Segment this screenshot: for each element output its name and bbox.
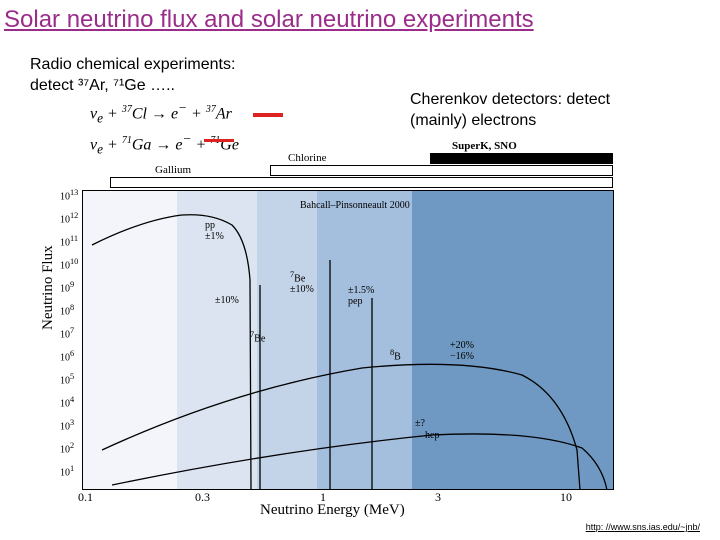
range-bar-gallium (110, 177, 613, 188)
label-hep-err: ±? (415, 418, 425, 429)
label-hep: hep (425, 430, 439, 441)
subtitle-left-line1: Radio chemical experiments: (30, 55, 235, 76)
xtick-4: 10 (560, 490, 572, 505)
label-pp: pp±1% (205, 220, 224, 242)
ytick-10: 1010 (60, 257, 78, 271)
flux-curves (82, 190, 614, 490)
label-chlorine: Chlorine (288, 152, 327, 164)
range-bar-chlorine (270, 165, 613, 176)
y-axis-label: Neutrino Flux (40, 245, 57, 330)
xtick-2: 1 (320, 490, 326, 505)
subtitle-left-line2: detect ³⁷Ar, ⁷¹Ge ….. (30, 76, 235, 97)
ytick-5: 105 (60, 372, 74, 386)
xtick-3: 3 (435, 490, 441, 505)
ytick-9: 109 (60, 280, 74, 294)
highlight-red-2 (204, 139, 234, 142)
chart-model-label: Bahcall–Pinsonneault 2000 (300, 200, 410, 211)
x-axis-label: Neutrino Energy (MeV) (260, 502, 405, 519)
ytick-7: 107 (60, 326, 74, 340)
ytick-12: 1012 (60, 211, 78, 225)
ytick-1: 101 (60, 464, 74, 478)
label-be7-3: 7Be (250, 330, 265, 344)
source-link[interactable]: http: //www.sns.ias.edu/~jnb/ (586, 522, 700, 532)
ytick-4: 104 (60, 395, 74, 409)
label-be7-2: 7Be±10% (290, 270, 314, 295)
subtitle-right-line2: (mainly) electrons (410, 111, 610, 132)
ytick-6: 106 (60, 349, 74, 363)
label-pep: ±1.5%pep (348, 285, 374, 307)
ytick-13: 1013 (60, 188, 78, 202)
label-gallium: Gallium (155, 164, 191, 176)
subtitle-right-line1: Cherenkov detectors: detect (410, 90, 610, 111)
label-be7-1: ±10% (215, 295, 239, 306)
label-b8-err: +20%−16% (450, 340, 474, 362)
range-bar-superk (430, 153, 613, 164)
xtick-0: 0.1 (78, 490, 93, 505)
title-text: Solar neutrino flux and solar neutrino e… (4, 6, 534, 33)
ytick-2: 102 (60, 441, 74, 455)
subtitle-right: Cherenkov detectors: detect (mainly) ele… (410, 90, 610, 132)
page-title: Solar neutrino flux and solar neutrino e… (0, 0, 720, 44)
eq-line-2: νe + 71Ga → e− + 71Ge (90, 131, 239, 158)
ytick-11: 1011 (60, 234, 78, 248)
label-superk: SuperK, SNO (452, 140, 517, 152)
subtitle-left: Radio chemical experiments: detect ³⁷Ar,… (30, 55, 235, 97)
ytick-8: 108 (60, 303, 74, 317)
equations: νe + 37Cl → e− + 37Ar νe + 71Ga → e− + 7… (90, 100, 239, 161)
eq-line-1: νe + 37Cl → e− + 37Ar (90, 100, 239, 127)
xtick-1: 0.3 (195, 490, 210, 505)
ytick-3: 103 (60, 418, 74, 432)
label-b8: 8B (390, 348, 401, 362)
highlight-red-1 (253, 113, 283, 117)
